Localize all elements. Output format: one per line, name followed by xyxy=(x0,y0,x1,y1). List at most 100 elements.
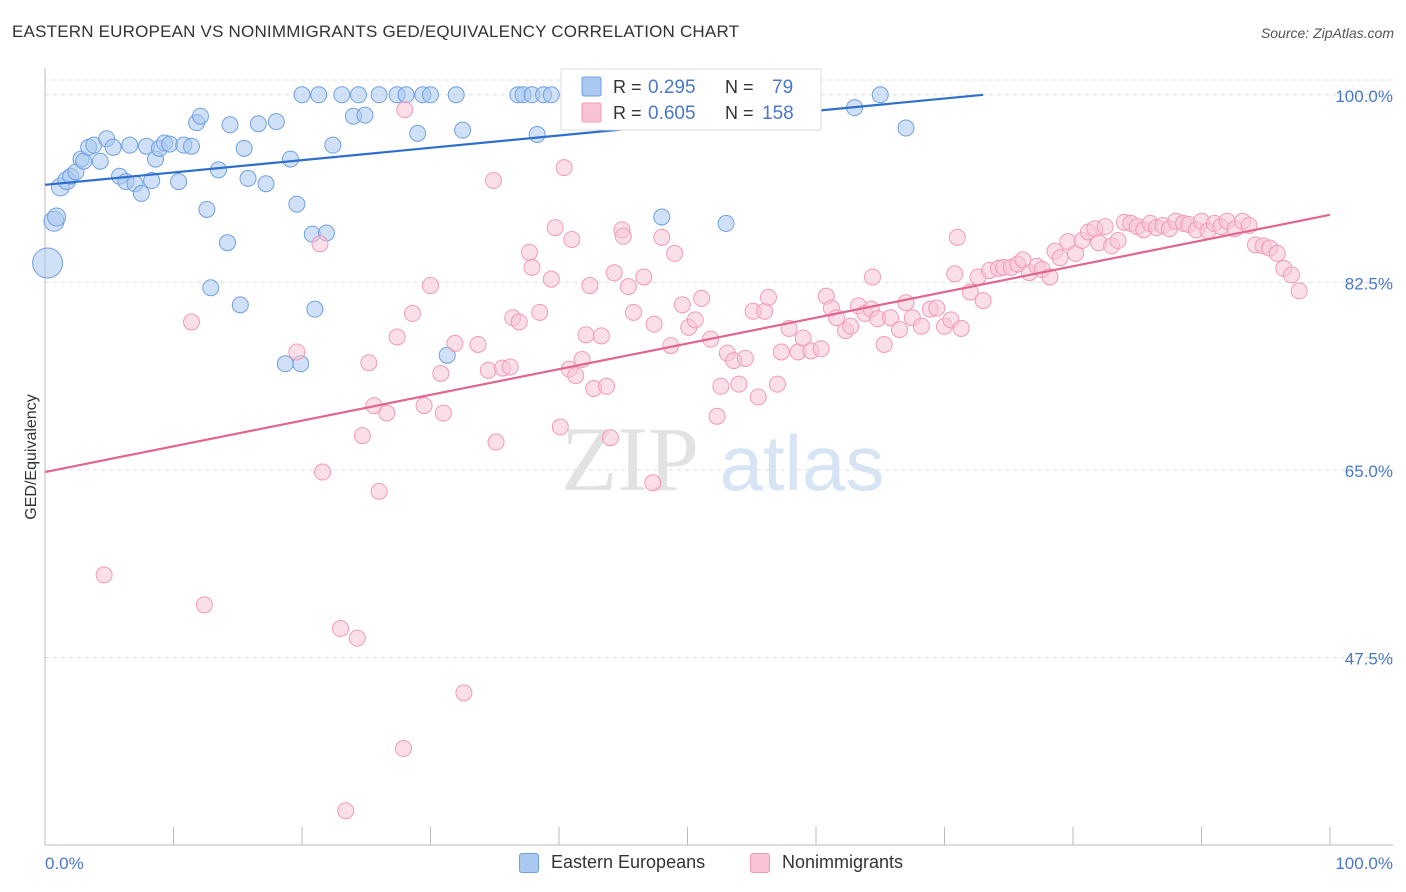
legend-swatch-eastern xyxy=(519,852,539,873)
data-point xyxy=(768,375,786,393)
data-point xyxy=(221,116,239,134)
data-point xyxy=(653,228,671,246)
data-point xyxy=(577,326,595,344)
data-point xyxy=(644,474,662,492)
data-point xyxy=(772,343,790,361)
data-point xyxy=(276,355,294,373)
stats-n-value-nonimmigrants: 158 xyxy=(762,103,794,124)
data-point xyxy=(161,135,179,153)
data-point xyxy=(1290,282,1308,300)
data-point xyxy=(388,328,406,346)
data-point xyxy=(446,334,464,352)
data-point xyxy=(182,313,200,331)
data-point xyxy=(501,358,519,376)
legend-item-nonimmigrants: Nonimmigrants xyxy=(750,852,903,873)
data-point xyxy=(195,596,213,614)
data-point xyxy=(605,264,623,282)
data-points xyxy=(32,86,1308,820)
data-point xyxy=(952,319,970,337)
data-point xyxy=(218,234,236,252)
axes xyxy=(44,68,1393,846)
data-point xyxy=(897,294,915,312)
data-point xyxy=(581,277,599,295)
data-point xyxy=(864,268,882,286)
y-axis-label: GED/Equivalency xyxy=(23,394,40,519)
data-point xyxy=(310,86,328,104)
data-point xyxy=(756,302,774,320)
data-point xyxy=(912,317,930,335)
data-point xyxy=(288,195,306,213)
data-point xyxy=(645,315,663,333)
data-point xyxy=(551,418,569,436)
data-point xyxy=(479,361,497,379)
data-point xyxy=(666,244,684,262)
data-point xyxy=(653,208,671,226)
data-point xyxy=(528,125,546,143)
data-point xyxy=(875,336,893,354)
data-point xyxy=(397,86,415,104)
data-point xyxy=(974,292,992,310)
data-point xyxy=(432,364,450,382)
data-point xyxy=(350,86,368,104)
data-point xyxy=(170,173,188,191)
source-label: Source: ZipAtlas.com xyxy=(1260,25,1394,41)
data-point xyxy=(749,388,767,406)
data-point xyxy=(249,115,267,133)
data-point xyxy=(948,228,966,246)
stats-r-value-eastern: 0.295 xyxy=(648,77,696,98)
data-point xyxy=(337,802,355,820)
data-point xyxy=(1041,268,1059,286)
data-point xyxy=(520,243,538,261)
data-point xyxy=(469,336,487,354)
stats-n-label-eastern: N = xyxy=(725,77,754,97)
data-point xyxy=(686,311,704,329)
data-point xyxy=(202,279,220,297)
data-point xyxy=(434,404,452,422)
data-point xyxy=(306,300,324,318)
x-tick-label-right: 100.0% xyxy=(1335,854,1393,873)
data-point xyxy=(438,346,456,364)
data-point xyxy=(415,397,433,415)
data-point xyxy=(231,296,249,314)
x-ticks xyxy=(173,827,1331,845)
data-point xyxy=(635,268,653,286)
stats-r-label-nonimmigrants: R = xyxy=(613,103,642,123)
data-point xyxy=(356,106,374,124)
stats-r-value-nonimmigrants: 0.605 xyxy=(648,103,696,124)
data-point xyxy=(370,482,388,500)
stats-swatch-eastern xyxy=(581,76,602,97)
data-point xyxy=(842,317,860,335)
data-point xyxy=(598,377,616,395)
data-point xyxy=(353,427,371,445)
data-point xyxy=(235,139,253,157)
data-point xyxy=(281,150,299,168)
data-point xyxy=(198,200,216,218)
data-point xyxy=(712,377,730,395)
watermark-zip: ZIP xyxy=(561,408,699,510)
trend-lines xyxy=(44,93,1331,474)
stats-n-value-eastern: 79 xyxy=(772,77,793,98)
legend-swatch-nonimmigrants xyxy=(750,852,770,873)
data-point xyxy=(348,629,366,647)
data-point xyxy=(121,136,139,154)
data-point xyxy=(332,620,350,638)
data-point xyxy=(871,86,889,104)
data-point xyxy=(454,121,472,139)
data-point xyxy=(91,152,109,170)
data-point xyxy=(619,278,637,296)
data-point xyxy=(601,429,619,447)
data-point xyxy=(333,86,351,104)
data-point xyxy=(897,119,915,137)
data-point xyxy=(531,303,549,321)
data-point xyxy=(395,740,413,758)
data-point xyxy=(717,214,735,232)
stats-legend-box xyxy=(560,68,822,131)
data-point xyxy=(1051,249,1069,267)
data-point xyxy=(794,329,812,347)
data-point xyxy=(378,404,396,422)
data-point xyxy=(422,86,439,104)
y-tick-label: 100.0% xyxy=(1335,87,1393,106)
data-point xyxy=(182,137,200,155)
data-point xyxy=(104,138,122,156)
